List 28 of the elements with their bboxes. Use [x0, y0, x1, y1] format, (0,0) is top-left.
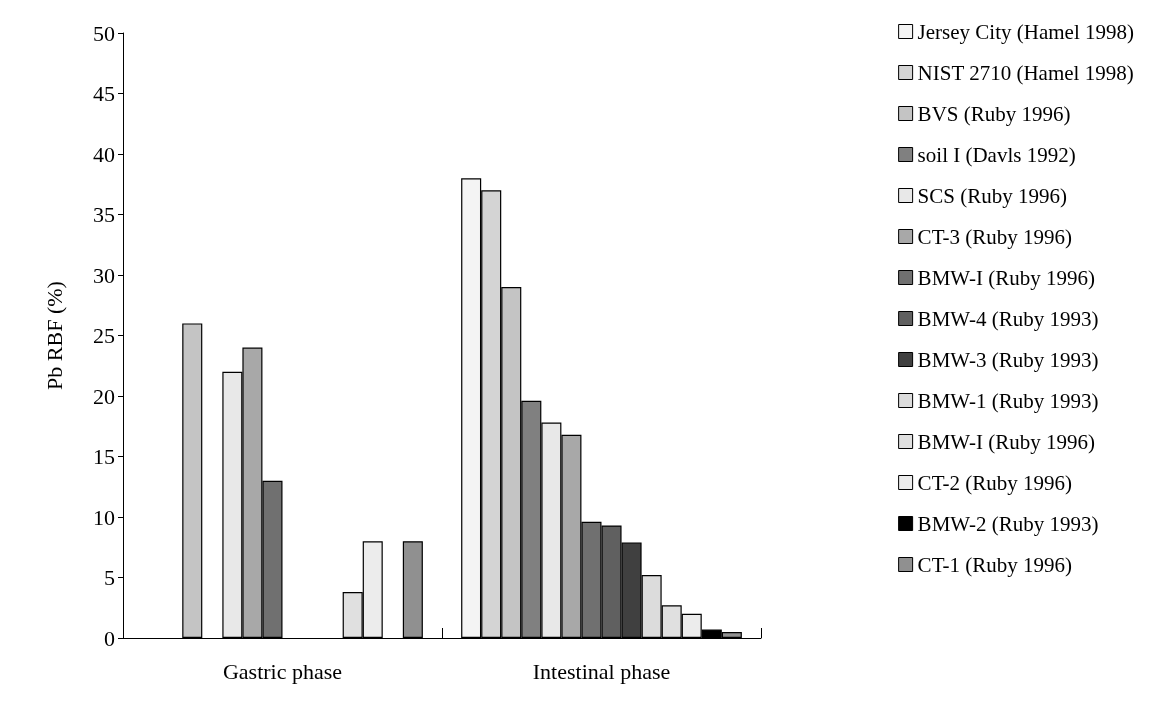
y-tick-label: 35 — [93, 202, 115, 227]
legend-label: BMW-I (Ruby 1996) — [917, 429, 1095, 454]
legend-label: SCS (Ruby 1996) — [917, 183, 1067, 208]
x-tick-label: Intestinal phase — [532, 658, 671, 684]
legend-label: Jersey City (Hamel 1998) — [917, 19, 1134, 44]
y-tick-label: 40 — [93, 141, 115, 167]
x-tick-label: Gastric phase — [222, 658, 343, 684]
legend-label: soil I (Davls 1992) — [917, 142, 1076, 167]
y-tick-label: 20 — [93, 383, 115, 409]
legend-label: NIST 2710 (Hamel 1998) — [917, 60, 1134, 85]
legend-label: CT-2 (Ruby 1996) — [917, 470, 1073, 495]
y-tick-label: 10 — [93, 504, 115, 530]
y-axis-title: Pb RBF (%) — [41, 281, 67, 390]
legend-label: CT-1 (Ruby 1996) — [917, 552, 1073, 577]
y-tick-label: 0 — [104, 625, 115, 651]
legend-label: BMW-2 (Ruby 1993) — [917, 511, 1099, 536]
y-tick-label: 5 — [104, 565, 115, 590]
y-tick-label: 50 — [93, 20, 115, 46]
legend-label: BMW-4 (Ruby 1993) — [917, 306, 1099, 331]
legend-label: BMW-I (Ruby 1996) — [917, 265, 1095, 290]
y-tick-label: 25 — [93, 323, 115, 348]
y-tick-label: 30 — [93, 262, 115, 288]
legend-label: BMW-1 (Ruby 1993) — [917, 388, 1099, 413]
legend-label: BVS (Ruby 1996) — [917, 101, 1071, 126]
legend-label: BMW-3 (Ruby 1993) — [917, 347, 1099, 372]
y-tick-label: 15 — [93, 444, 115, 469]
y-tick-label: 45 — [93, 81, 115, 106]
legend-label: CT-3 (Ruby 1996) — [917, 224, 1073, 249]
